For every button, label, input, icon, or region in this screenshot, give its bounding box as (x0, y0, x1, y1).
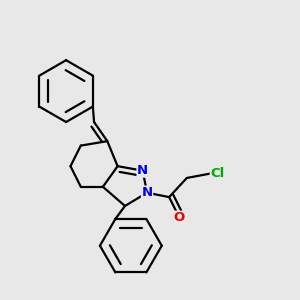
Text: Cl: Cl (210, 167, 225, 180)
Text: O: O (174, 211, 185, 224)
Text: N: N (142, 186, 153, 199)
Text: N: N (137, 164, 148, 177)
